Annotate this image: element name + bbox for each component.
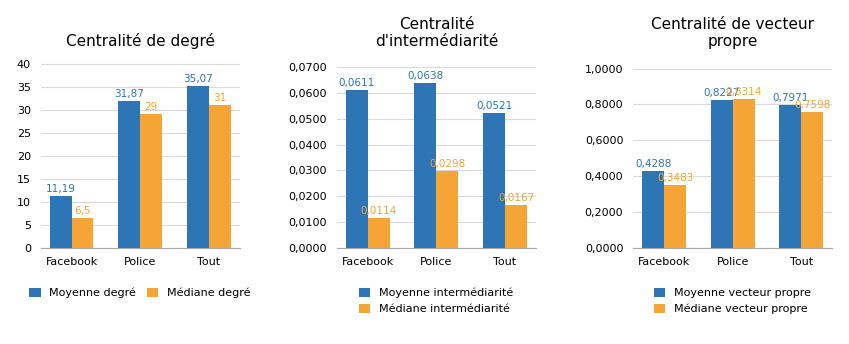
Bar xyxy=(711,100,733,248)
Text: 0,0638: 0,0638 xyxy=(408,71,443,81)
Text: 31: 31 xyxy=(213,93,227,103)
Text: 6,5: 6,5 xyxy=(74,206,91,216)
Text: 11,19: 11,19 xyxy=(46,184,76,194)
Bar xyxy=(118,101,140,248)
Title: Centralité
d'intermédiarité: Centralité d'intermédiarité xyxy=(374,17,498,49)
Bar xyxy=(436,171,458,248)
Title: Centralité de vecteur
propre: Centralité de vecteur propre xyxy=(651,17,814,49)
Bar xyxy=(368,218,390,248)
Text: 0,0167: 0,0167 xyxy=(498,193,534,203)
Text: 0,7598: 0,7598 xyxy=(794,99,830,109)
Text: 0,8227: 0,8227 xyxy=(704,88,740,98)
Legend: Moyenne degré, Médiane degré: Moyenne degré, Médiane degré xyxy=(30,288,250,299)
Text: 29: 29 xyxy=(144,103,158,112)
Text: 31,87: 31,87 xyxy=(115,89,144,99)
Text: 0,0521: 0,0521 xyxy=(476,101,512,111)
Bar xyxy=(779,105,801,248)
Bar xyxy=(733,99,755,248)
Legend: Moyenne intermédiarité, Médiane intermédiarité: Moyenne intermédiarité, Médiane interméd… xyxy=(359,288,514,314)
Text: 0,4288: 0,4288 xyxy=(635,159,672,169)
Text: 0,0298: 0,0298 xyxy=(430,159,465,169)
Bar xyxy=(642,171,664,248)
Bar xyxy=(414,83,436,248)
Bar xyxy=(187,86,209,248)
Bar xyxy=(505,205,527,248)
Bar xyxy=(140,114,162,248)
Text: 0,0114: 0,0114 xyxy=(361,206,397,216)
Text: 0,3483: 0,3483 xyxy=(657,173,694,183)
Legend: Moyenne vecteur propre, Médiane vecteur propre: Moyenne vecteur propre, Médiane vecteur … xyxy=(655,288,811,314)
Bar xyxy=(664,185,686,248)
Bar xyxy=(801,112,824,248)
Title: Centralité de degré: Centralité de degré xyxy=(65,33,215,49)
Text: 35,07: 35,07 xyxy=(183,74,212,84)
Bar xyxy=(209,105,231,248)
Bar xyxy=(483,114,505,248)
Bar xyxy=(71,218,93,248)
Text: 0,8314: 0,8314 xyxy=(726,87,762,97)
Text: 0,7971: 0,7971 xyxy=(772,93,808,103)
Text: 0,0611: 0,0611 xyxy=(339,78,375,88)
Bar xyxy=(49,196,71,248)
Bar xyxy=(346,90,368,248)
